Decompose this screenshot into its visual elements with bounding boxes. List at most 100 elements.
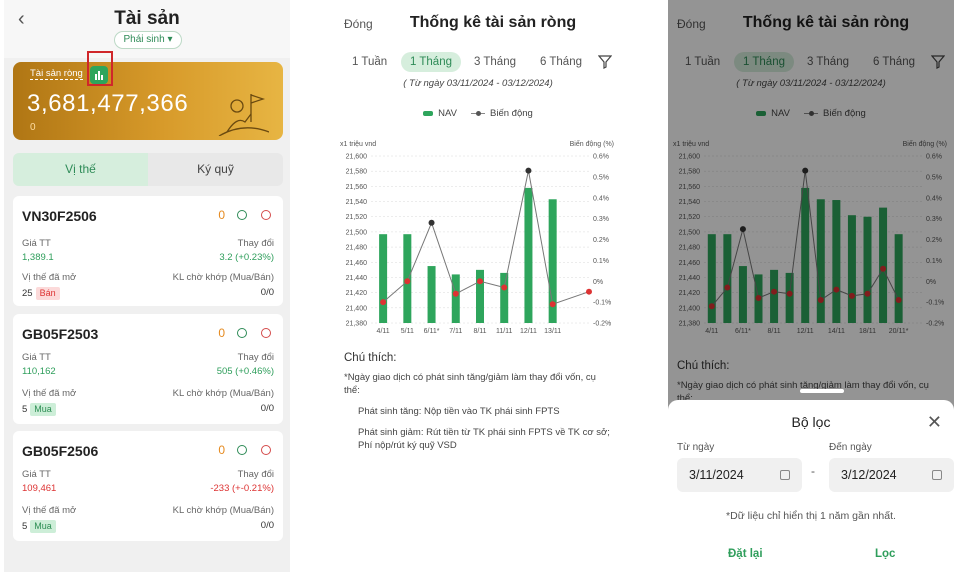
legend-nav: NAV bbox=[771, 108, 791, 119]
nav-bar bbox=[863, 216, 872, 323]
drag-handle[interactable] bbox=[800, 389, 844, 393]
bar-chart-icon[interactable] bbox=[90, 66, 108, 84]
change-point bbox=[739, 226, 746, 233]
tab-3-months[interactable]: 3 Tháng bbox=[807, 56, 849, 68]
nav-bar bbox=[707, 234, 716, 323]
net-asset-label: Tài sản ròng bbox=[30, 68, 83, 80]
x-tick-label: 4/11 bbox=[377, 328, 390, 335]
y2-tick-label: 0.3% bbox=[593, 216, 609, 223]
search-icon[interactable] bbox=[261, 210, 271, 220]
position-qty: 0 bbox=[218, 326, 225, 340]
chevron-left-icon[interactable]: ‹ bbox=[18, 8, 25, 30]
nav-bar bbox=[816, 199, 825, 323]
y-tick-label: 21,380 bbox=[679, 321, 701, 328]
y-tick-label: 21,560 bbox=[679, 184, 701, 191]
search-icon[interactable] bbox=[237, 210, 247, 220]
note-text: *Ngày giao dịch có phát sinh tăng/giảm l… bbox=[677, 380, 929, 404]
position-card[interactable]: GB05F2506 0 Giá TT Thay đổi 109,461 -233… bbox=[13, 431, 283, 541]
search-icon[interactable] bbox=[261, 328, 271, 338]
apply-filter-button[interactable]: Lọc bbox=[875, 548, 896, 560]
price-label: Giá TT bbox=[22, 469, 51, 480]
tab-1-week[interactable]: 1 Tuần bbox=[352, 56, 388, 68]
search-icon[interactable] bbox=[237, 445, 247, 455]
change-point bbox=[428, 219, 435, 226]
position-code: VN30F2506 bbox=[22, 208, 97, 224]
position-card[interactable]: VN30F2506 0 Giá TT Thay đổi 1,389.1 3.2 … bbox=[13, 196, 283, 306]
y2-axis-label: Biến động (%) bbox=[570, 139, 614, 148]
change-line bbox=[382, 170, 590, 305]
y-tick-label: 21,520 bbox=[679, 214, 701, 221]
nav-bar bbox=[476, 269, 484, 323]
from-date-field[interactable]: 3/11/2024 bbox=[677, 458, 802, 492]
change-point bbox=[864, 290, 871, 297]
close-icon[interactable]: ✕ bbox=[926, 412, 942, 432]
change-point bbox=[802, 167, 809, 174]
position-card[interactable]: GB05F2503 0 Giá TT Thay đổi 110,162 505 … bbox=[13, 314, 283, 424]
y-axis-label: x1 triệu vnd bbox=[673, 141, 709, 148]
y-tick-label: 21,540 bbox=[679, 199, 701, 206]
close-button[interactable]: Đóng bbox=[677, 17, 706, 31]
close-button[interactable]: Đóng bbox=[344, 17, 373, 31]
position-code: GB05F2506 bbox=[22, 443, 99, 459]
calendar-icon[interactable] bbox=[780, 470, 790, 480]
y-tick-label: 21,500 bbox=[346, 229, 368, 236]
change-point bbox=[380, 299, 387, 306]
account-type-label: Phái sinh bbox=[123, 34, 165, 45]
y2-tick-label: -0.1% bbox=[593, 300, 611, 307]
to-date-value: 3/12/2024 bbox=[841, 468, 897, 482]
search-icon[interactable] bbox=[261, 445, 271, 455]
tab-6-months[interactable]: 6 Tháng bbox=[540, 56, 582, 68]
tab-6-months[interactable]: 6 Tháng bbox=[873, 56, 915, 68]
y-tick-label: 21,580 bbox=[679, 169, 701, 176]
y-tick-label: 21,460 bbox=[346, 260, 368, 267]
change-label: Thay đổi bbox=[237, 352, 274, 363]
x-tick-label: 5/11 bbox=[401, 328, 414, 335]
search-icon[interactable] bbox=[237, 328, 247, 338]
x-tick-label: 4/11 bbox=[705, 328, 718, 335]
nav-bar bbox=[770, 269, 779, 323]
y-tick-label: 21,440 bbox=[346, 275, 368, 282]
x-tick-label: 8/11 bbox=[473, 328, 486, 335]
tab-3-months[interactable]: 3 Tháng bbox=[474, 56, 516, 68]
tab-1-month[interactable]: 1 Tháng bbox=[734, 52, 794, 72]
calendar-icon[interactable] bbox=[932, 470, 942, 480]
filter-icon[interactable] bbox=[598, 55, 612, 69]
change-point bbox=[452, 290, 459, 297]
change-point bbox=[755, 294, 762, 301]
to-label: Đến ngày bbox=[829, 442, 872, 453]
y-tick-label: 21,480 bbox=[679, 245, 701, 252]
change-point bbox=[786, 290, 793, 297]
nav-swatch bbox=[756, 110, 767, 116]
open-qty: 5 bbox=[22, 521, 28, 532]
tab-1-week[interactable]: 1 Tuần bbox=[685, 56, 721, 68]
price-label: Giá TT bbox=[22, 352, 51, 363]
position-tabs: Vị thế Ký quỹ bbox=[13, 153, 283, 186]
x-tick-label: 11/11 bbox=[496, 328, 513, 335]
chart-legend: NAV Biến động bbox=[335, 108, 621, 119]
notes: Chú thích: *Ngày giao dịch có phát sinh … bbox=[344, 352, 614, 452]
tab-1-month[interactable]: 1 Tháng bbox=[401, 52, 461, 72]
legend-nav: NAV bbox=[438, 108, 458, 119]
y2-tick-label: 0.4% bbox=[926, 195, 942, 202]
y2-tick-label: 0.4% bbox=[593, 195, 609, 202]
change-point bbox=[477, 278, 483, 285]
to-date-field[interactable]: 3/12/2024 bbox=[829, 458, 954, 492]
y-tick-label: 21,460 bbox=[679, 260, 701, 267]
side-badge: Mua bbox=[30, 403, 56, 416]
from-label: Từ ngày bbox=[677, 442, 715, 453]
y-tick-label: 21,420 bbox=[346, 290, 368, 297]
notes: Chú thích: *Ngày giao dịch có phát sinh … bbox=[677, 360, 947, 405]
y-tick-label: 21,600 bbox=[679, 154, 701, 161]
account-type-dropdown[interactable]: Phái sinh ▾ bbox=[114, 31, 182, 49]
y-axis-label: x1 triệu vnd bbox=[340, 141, 376, 148]
reset-button[interactable]: Đặt lại bbox=[728, 548, 763, 560]
y2-tick-label: 0.2% bbox=[593, 237, 609, 244]
tab-margin[interactable]: Ký quỹ bbox=[148, 153, 283, 186]
change-point bbox=[724, 284, 731, 291]
y-tick-label: 21,580 bbox=[346, 169, 368, 176]
x-tick-label: 12/11 bbox=[797, 328, 814, 335]
tab-positions[interactable]: Vị thế bbox=[13, 153, 148, 186]
nav-chart: x1 triệu vnd Biến động (%) 21,600 21,580 21,… bbox=[673, 139, 947, 335]
filter-icon[interactable] bbox=[931, 55, 945, 69]
pending-label: KL chờ khớp (Mua/Bán) bbox=[172, 388, 274, 399]
